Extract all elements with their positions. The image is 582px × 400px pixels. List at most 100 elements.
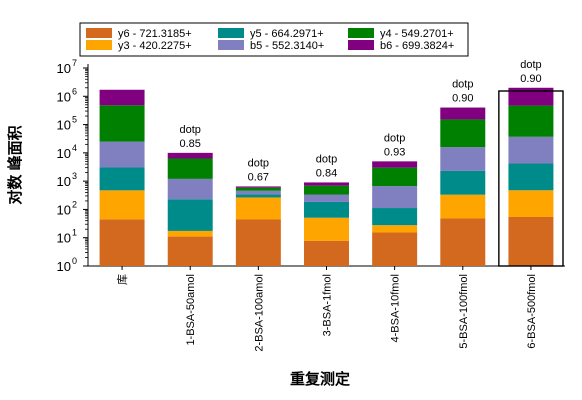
- bar-segment: [304, 182, 349, 186]
- y-tick-exponent: 2: [72, 199, 77, 209]
- dotp-label: dotp: [384, 132, 405, 144]
- bar-segment: [508, 190, 554, 217]
- legend-label: y3 - 420.2275+: [118, 40, 192, 52]
- y-tick-label: 10: [57, 231, 71, 246]
- x-tick-label: 6-BSA-500fmol: [526, 274, 538, 349]
- legend-label: b6 - 699.3824+: [380, 40, 454, 52]
- y-tick-exponent: 3: [72, 171, 77, 181]
- bar-segment: [440, 107, 486, 120]
- y-tick-exponent: 5: [72, 115, 77, 125]
- y-tick-exponent: 0: [72, 256, 77, 266]
- y-tick-exponent: 1: [72, 228, 77, 238]
- bar-segment: [235, 219, 281, 266]
- bar-segment: [372, 225, 418, 233]
- bar-segment: [304, 217, 349, 241]
- legend-swatch: [86, 28, 112, 38]
- bar-segment: [508, 163, 554, 191]
- bar-segment: [508, 87, 554, 106]
- y-tick-label: 10: [57, 202, 71, 217]
- y-tick-exponent: 7: [72, 58, 77, 68]
- bar-segment: [167, 230, 213, 237]
- bar-segment: [304, 185, 349, 195]
- bars: [99, 87, 564, 267]
- bar-stack: [440, 107, 486, 266]
- bar-segment: [304, 240, 349, 266]
- legend-label: y5 - 664.2971+: [250, 28, 324, 40]
- bar-segment: [167, 199, 213, 231]
- legend-swatch: [218, 40, 244, 50]
- legend-swatch: [348, 28, 374, 38]
- bar-segment: [99, 219, 145, 266]
- legend-swatch: [86, 40, 112, 50]
- x-tick-label: 5-BSA-100fmol: [458, 274, 470, 349]
- bar-segment: [99, 89, 145, 106]
- bar-segment: [440, 170, 486, 195]
- bar-stack: [304, 182, 349, 266]
- bar-segment: [440, 147, 486, 171]
- y-tick-label: 10: [57, 89, 71, 104]
- bar-stack: [167, 152, 213, 266]
- dotp-value: 0.90: [452, 93, 473, 105]
- dotp-value: 0.67: [248, 171, 269, 183]
- x-tick-label: 2-BSA-100amol: [253, 274, 265, 352]
- bar-segment: [167, 236, 213, 266]
- bar-stack: [372, 161, 418, 266]
- legend-swatch: [218, 28, 244, 38]
- dotp-value: 0.85: [180, 138, 201, 150]
- y-tick-label: 10: [57, 259, 71, 274]
- legend-label: b5 - 552.3140+: [250, 40, 324, 52]
- legend-label: y4 - 549.2701+: [380, 28, 454, 40]
- bar-segment: [440, 194, 486, 219]
- bar-segment: [508, 136, 554, 164]
- bar-segment: [304, 194, 349, 202]
- bar-segment: [440, 119, 486, 148]
- bar-segment: [99, 141, 145, 168]
- dotp-label: dotp: [248, 157, 269, 169]
- legend: y6 - 721.3185+y3 - 420.2275+ y5 - 664.297…: [79, 22, 469, 57]
- bar-segment: [235, 197, 281, 220]
- y-tick-exponent: 4: [72, 143, 77, 153]
- y-tick-label: 10: [57, 146, 71, 161]
- bar-segment: [235, 186, 281, 188]
- legend-box: [79, 22, 469, 57]
- dotp-label: dotp: [520, 59, 541, 71]
- dotp-label: dotp: [180, 124, 201, 136]
- x-tick-label: 3-BSA-1fmol: [322, 274, 334, 336]
- x-tick-label: 1-BSA-50amol: [185, 274, 197, 346]
- bar-segment: [235, 194, 281, 198]
- bar-stack: [508, 87, 554, 266]
- bar-segment: [372, 186, 418, 209]
- x-tick-label: 库: [116, 274, 129, 285]
- bar-segment: [508, 105, 554, 137]
- annotations: dotp 0.85 dotp 0.67 dotp 0.84 dotp 0.93 dotp 0.90…: [180, 59, 542, 184]
- bar-segment: [99, 167, 145, 191]
- bar-segment: [372, 232, 418, 266]
- x-tick-label: 4-BSA-10fmol: [390, 274, 402, 342]
- bar-segment: [440, 218, 486, 266]
- y-axis-title: 对数 峰面积: [6, 125, 24, 204]
- legend-swatch: [348, 40, 374, 50]
- y-tick-label: 10: [57, 61, 71, 76]
- bar-segment: [372, 208, 418, 226]
- bar-segment: [235, 187, 281, 191]
- bar-segment: [304, 201, 349, 218]
- dotp-value: 0.93: [384, 146, 405, 158]
- bar-segment: [167, 178, 213, 200]
- bar-segment: [372, 161, 418, 168]
- legend-label: y6 - 721.3185+: [118, 28, 192, 40]
- dotp-label: dotp: [452, 79, 473, 91]
- x-axis-title: 重复测定: [290, 370, 350, 388]
- bar-segment: [99, 105, 145, 142]
- bar-segment: [235, 190, 281, 195]
- bar-segment: [99, 190, 145, 220]
- y-tick-label: 10: [57, 118, 71, 133]
- y-tick-label: 10: [57, 174, 71, 189]
- dotp-label: dotp: [316, 153, 337, 165]
- bar-stack: [235, 186, 281, 266]
- dotp-value: 0.84: [316, 167, 337, 179]
- bar-stack: [99, 89, 145, 266]
- bar-segment: [372, 167, 418, 187]
- bar-segment: [508, 216, 554, 266]
